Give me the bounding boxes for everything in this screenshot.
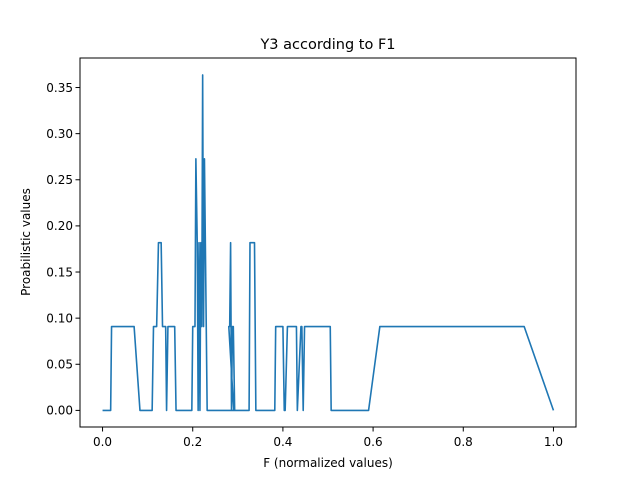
- y-tick-label: 0.15: [46, 265, 73, 279]
- x-tick-label: 1.0: [544, 435, 563, 449]
- x-tick-label: 0.8: [454, 435, 473, 449]
- y-tick-label: 0.20: [46, 219, 73, 233]
- y-tick-label: 0.35: [46, 81, 73, 95]
- y-axis-label: Proabilistic values: [19, 188, 33, 296]
- x-tick-label: 0.0: [93, 435, 112, 449]
- y-axis-ticks: 0.00 0.05 0.10 0.15 0.20 0.25 0.30 0.35: [46, 81, 80, 418]
- y-tick-label: 0.25: [46, 173, 73, 187]
- series-line: [102, 74, 555, 412]
- x-tick-label: 0.2: [183, 435, 202, 449]
- x-tick-label: 0.4: [273, 435, 292, 449]
- y-tick-label: 0.30: [46, 127, 73, 141]
- x-axis-label: F (normalized values): [263, 456, 393, 470]
- y-tick-label: 0.05: [46, 358, 73, 372]
- plot-area: [79, 57, 577, 428]
- x-axis-ticks: 0.0 0.2 0.4 0.6 0.8 1.0: [93, 427, 563, 449]
- chart-title: Y3 according to F1: [259, 37, 395, 53]
- y-tick-label: 0.00: [46, 404, 73, 418]
- y-tick-label: 0.10: [46, 311, 73, 325]
- x-tick-label: 0.6: [364, 435, 383, 449]
- axes-frame: [79, 57, 577, 428]
